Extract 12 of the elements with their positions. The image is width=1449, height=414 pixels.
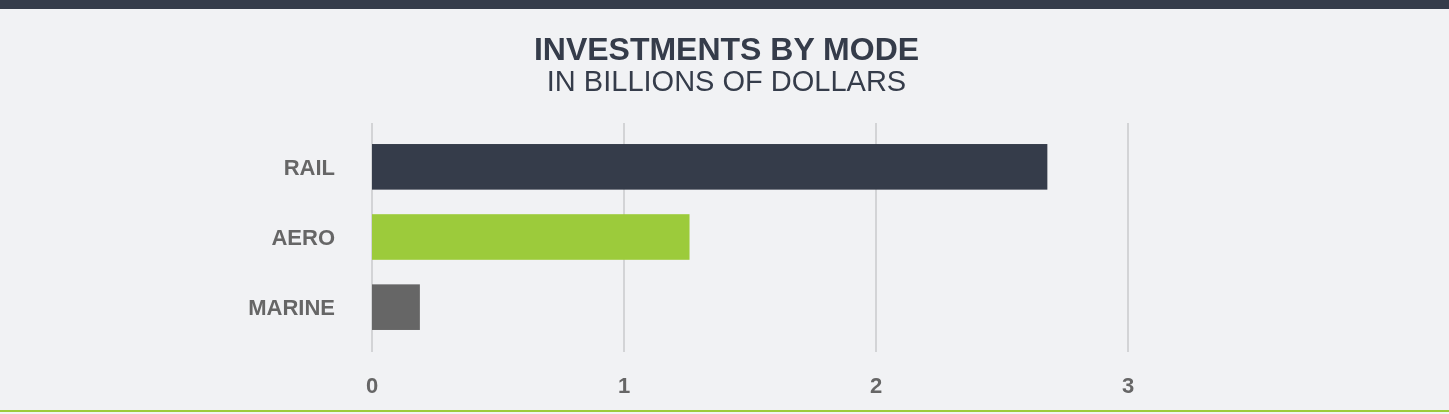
bar <box>372 144 1048 190</box>
y-tick-label: MARINE <box>248 295 335 321</box>
bar <box>372 214 690 260</box>
x-tick-label: 2 <box>869 373 883 398</box>
bar <box>372 284 420 330</box>
x-tick-label: 0 <box>365 373 379 398</box>
y-tick-label: AERO <box>271 225 335 250</box>
chart-title: INVESTMENTS BY MODE <box>533 31 920 67</box>
x-tick-label: 3 <box>1121 373 1135 398</box>
y-tick-label: RAIL <box>283 154 335 180</box>
chart-subtitle: IN BILLIONS OF DOLLARS <box>546 65 907 97</box>
x-tick-label: 1 <box>617 373 631 398</box>
